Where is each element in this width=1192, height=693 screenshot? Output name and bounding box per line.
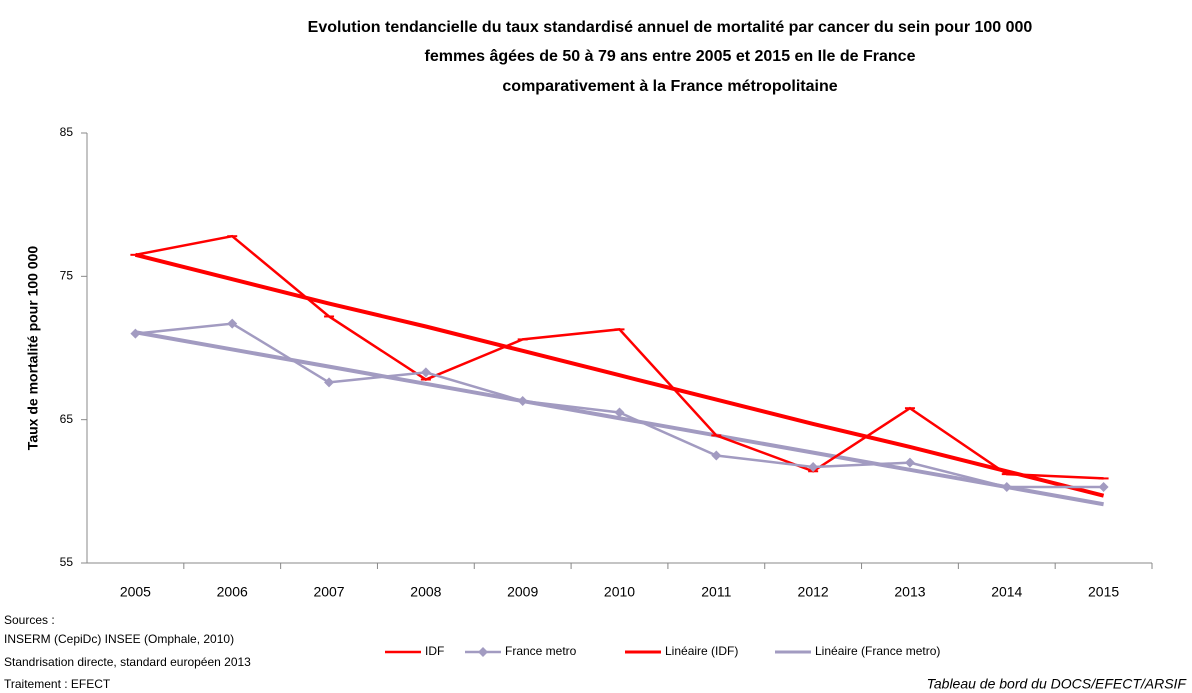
legend-label: Linéaire (France metro) xyxy=(815,644,940,658)
x-tick-label: 2006 xyxy=(217,584,248,600)
x-tick-label: 2015 xyxy=(1088,584,1119,600)
source-note: Traitement : EFECT xyxy=(4,677,111,691)
x-tick-label: 2012 xyxy=(798,584,829,600)
trend-line xyxy=(135,330,1104,507)
source-note: Standrisation directe, standard européen… xyxy=(4,655,251,669)
chart-title: Evolution tendancielle du taux standardi… xyxy=(308,19,1033,36)
point xyxy=(1001,482,1012,493)
point xyxy=(478,647,488,657)
credit: Tableau de bord du DOCS/EFECT/ARSIF xyxy=(927,676,1188,692)
x-tick-label: 2010 xyxy=(604,584,635,600)
x-tick-label: 2008 xyxy=(410,584,441,600)
x-tick-label: 2005 xyxy=(120,584,151,600)
chart-title: femmes âgées de 50 à 79 ans entre 2005 e… xyxy=(425,48,916,65)
y-tick-label: 75 xyxy=(60,269,74,283)
point xyxy=(517,396,528,407)
point xyxy=(227,318,238,329)
y-axis-title: Taux de mortalité pour 100 000 xyxy=(25,246,41,451)
y-tick-label: 85 xyxy=(60,125,74,139)
x-tick-label: 2009 xyxy=(507,584,538,600)
point xyxy=(420,367,431,378)
legend-label: Linéaire (IDF) xyxy=(665,644,738,658)
source-note: Sources : xyxy=(4,613,55,627)
legend-label: France metro xyxy=(505,644,577,658)
point xyxy=(904,457,915,468)
series-line xyxy=(135,322,1104,489)
x-tick-label: 2014 xyxy=(991,584,1022,600)
point xyxy=(1098,482,1109,493)
point xyxy=(130,328,141,339)
x-tick-label: 2013 xyxy=(894,584,925,600)
x-tick-label: 2007 xyxy=(313,584,344,600)
point xyxy=(614,407,625,418)
source-note: INSERM (CepiDc) INSEE (Omphale, 2010) xyxy=(4,632,234,646)
point xyxy=(324,377,335,388)
y-tick-label: 65 xyxy=(60,412,74,426)
trend-line xyxy=(134,252,1105,498)
point xyxy=(808,461,819,472)
y-tick-label: 55 xyxy=(60,555,74,569)
point xyxy=(711,450,722,461)
x-tick-label: 2011 xyxy=(701,584,731,600)
chart-title: comparativement à la France métropolitai… xyxy=(502,78,837,95)
legend-label: IDF xyxy=(425,644,444,658)
